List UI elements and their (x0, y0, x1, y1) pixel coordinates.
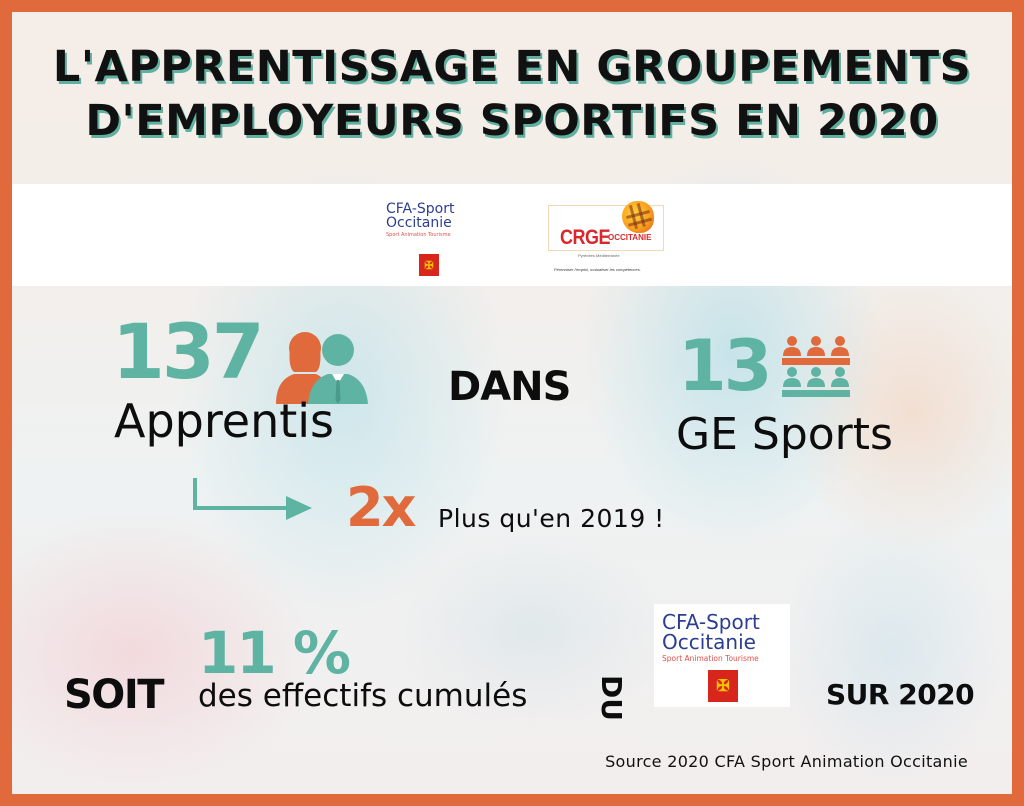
growth-multiplier: 2x (346, 476, 416, 539)
ge-label: GE Sports (676, 409, 893, 460)
source-note: Source 2020 CFA Sport Animation Occitani… (605, 752, 968, 771)
cfa-sport-logo-large-text: CFA-Sport Occitanie Sport Animation Tour… (662, 612, 786, 663)
title-line-2: D'EMPLOYEURS SPORTIFS EN 2020 (85, 96, 939, 146)
title-line-1: L'APPRENTISSAGE EN GROUPEMENTS (52, 42, 972, 92)
groups-rows-icon (782, 336, 850, 397)
apprentis-count: 137 (112, 307, 265, 396)
infographic-frame: L'APPRENTISSAGE EN GROUPEMENTS D'EMPLOYE… (12, 12, 1012, 794)
cfa-logo-line2: Occitanie (386, 215, 452, 231)
partner-logo-band: CFA-Sport Occitanie Sport Animation Tour… (12, 184, 1012, 286)
share-text: des effectifs cumulés (198, 678, 528, 714)
growth-text: Plus qu'en 2019 ! (438, 504, 665, 533)
crge-occitanie-logo: CRGE OCCITANIE Pyrénées Méditerranée Pér… (548, 201, 664, 273)
cfa-logo-line1: CFA-Sport (386, 201, 455, 217)
occitanie-cross-icon-large: ✠ (708, 670, 738, 702)
crge-subtitle: Pyrénées Méditerranée (578, 253, 620, 258)
share-percentage: 11 % (198, 619, 351, 687)
cfa-sport-logo-large: CFA-Sport Occitanie Sport Animation Tour… (654, 604, 790, 707)
ge-count: 13 (678, 325, 772, 407)
cfa-logo-tagline: Sport Animation Tourisme (386, 232, 451, 238)
du-connector: DU (595, 675, 628, 721)
cfa-logo-large-line1: CFA-Sport (662, 610, 760, 634)
crge-tagline: Pérenniser l'emploi, mutualiser les comp… (554, 267, 641, 272)
cfa-sport-logo: CFA-Sport Occitanie Sport Animation Tour… (386, 201, 476, 276)
page-title: L'APPRENTISSAGE EN GROUPEMENTS D'EMPLOYE… (12, 40, 1012, 148)
sur-2020-suffix: SUR 2020 (826, 678, 975, 711)
cfa-logo-large-tagline: Sport Animation Tourisme (662, 654, 759, 663)
crge-sun-icon (622, 201, 654, 233)
crge-name: CRGE (560, 225, 611, 249)
soit-prefix: SOIT (64, 672, 164, 718)
crge-region: OCCITANIE (608, 233, 652, 242)
people-duo-icon (276, 332, 368, 404)
arrow-right-icon (193, 478, 312, 520)
apprentis-label: Apprentis (114, 394, 335, 448)
dans-connector: DANS (448, 364, 571, 410)
occitanie-cross-icon: ✠ (419, 254, 439, 276)
cfa-logo-large-line2: Occitanie (662, 630, 756, 654)
crge-logo-frame (548, 205, 664, 251)
